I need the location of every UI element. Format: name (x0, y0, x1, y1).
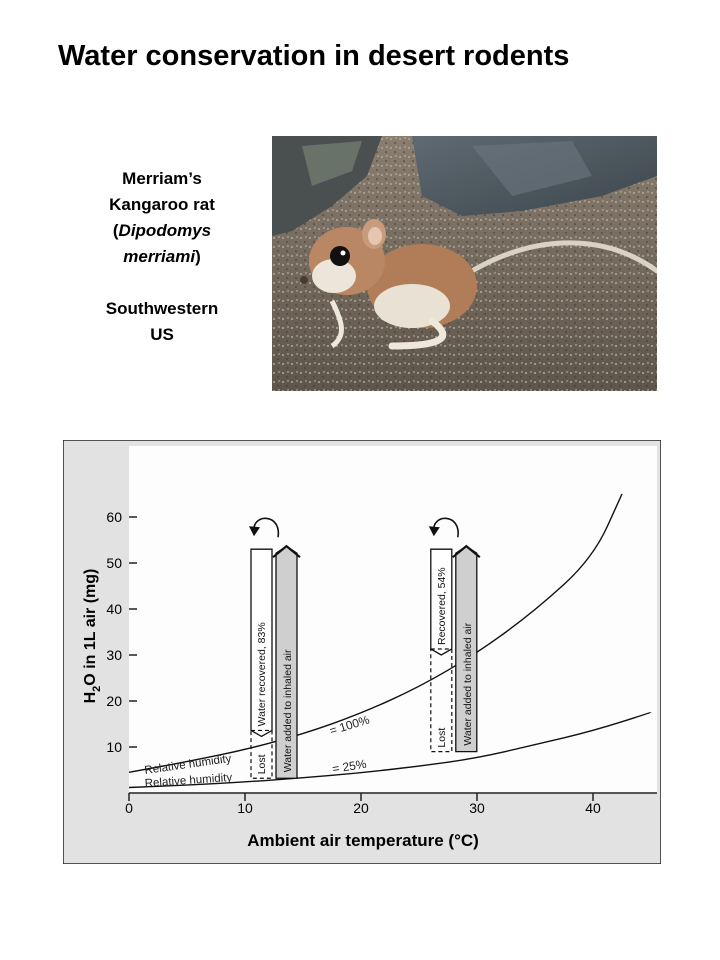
recovered-label: Recovered, 54% (436, 567, 448, 645)
lost-column (250, 729, 273, 779)
paren-open: ( (112, 221, 119, 240)
x-tick-label: 10 (237, 800, 253, 816)
added-column-arrowhead (452, 544, 481, 559)
y-tick-label: 20 (106, 693, 122, 709)
lost-column (430, 648, 453, 753)
x-tick-label: 40 (585, 800, 601, 816)
y-axis-label-h: H (82, 692, 99, 704)
recovered-label: Water recovered, 83% (256, 622, 268, 726)
added-label: Water added to inhaled air (282, 649, 294, 772)
added-column-arrowhead (272, 544, 301, 559)
y-tick-label: 50 (106, 555, 122, 571)
y-ticks: 10 20 30 40 50 60 (106, 509, 137, 755)
lost-label: Lost (436, 728, 448, 748)
series-line-rh-25 (128, 711, 652, 789)
annotations-group: Water recovered, 83% Lost Water added to i… (249, 517, 481, 779)
series-line-rh-100 (128, 493, 623, 773)
x-ticks: 0 10 20 30 40 (125, 793, 601, 816)
species-caption: Merriam’s Kangaroo rat (Dipodomys merria… (72, 166, 252, 348)
y-axis-label: H2O in 1L air (mg) (82, 569, 103, 704)
x-tick-label: 0 (125, 800, 133, 816)
y-axis-label-rest: O in 1L air (mg) (82, 569, 99, 686)
y-tick-label: 40 (106, 601, 122, 617)
region-line2: US (150, 325, 174, 344)
kangaroo-rat-photo (272, 136, 657, 391)
region-line1: Southwestern (105, 299, 219, 318)
recovered-column (250, 548, 273, 738)
y-tick-label: 60 (106, 509, 122, 525)
genus-name: Dipodomys (118, 221, 212, 240)
y-axis-label-subscript: 2 (91, 686, 103, 692)
water-chart: 10 20 30 40 50 60 0 10 20 30 40 H2O in 1L air (mg… (63, 440, 661, 864)
paren-close: ) (195, 247, 201, 266)
recovery-arrow-icon-2-head (428, 526, 440, 537)
recovery-arrow-icon-1-head (249, 526, 260, 537)
species-name: merriami (123, 247, 196, 266)
scientific-name-line1: (Dipodomys (72, 218, 252, 244)
annotation-column-2: Recovered, 54% Lost Water added to inhaled… (428, 517, 481, 753)
x-axis-label: Ambient air temperature (°C) (247, 831, 479, 850)
y-tick-label: 10 (106, 739, 122, 755)
kangaroo-rat-illustration (272, 136, 657, 391)
scientific-name-line2: merriami) (72, 244, 252, 270)
plot-area (129, 446, 657, 793)
y-tick-label: 30 (106, 647, 122, 663)
x-tick-label: 20 (353, 800, 369, 816)
added-label: Water added to inhaled air (462, 622, 474, 745)
lost-label: Lost (256, 754, 268, 774)
common-name-line1: Merriam’s (122, 169, 202, 188)
series-group (128, 493, 652, 789)
x-tick-label: 30 (469, 800, 485, 816)
annotation-column-1: Water recovered, 83% Lost Water added to i… (249, 517, 301, 779)
series-label-25-right: = 25% (331, 757, 367, 776)
common-name-line2: Kangaroo rat (109, 195, 215, 214)
recovered-column (430, 548, 453, 656)
page-title: Water conservation in desert rodents (58, 40, 570, 72)
